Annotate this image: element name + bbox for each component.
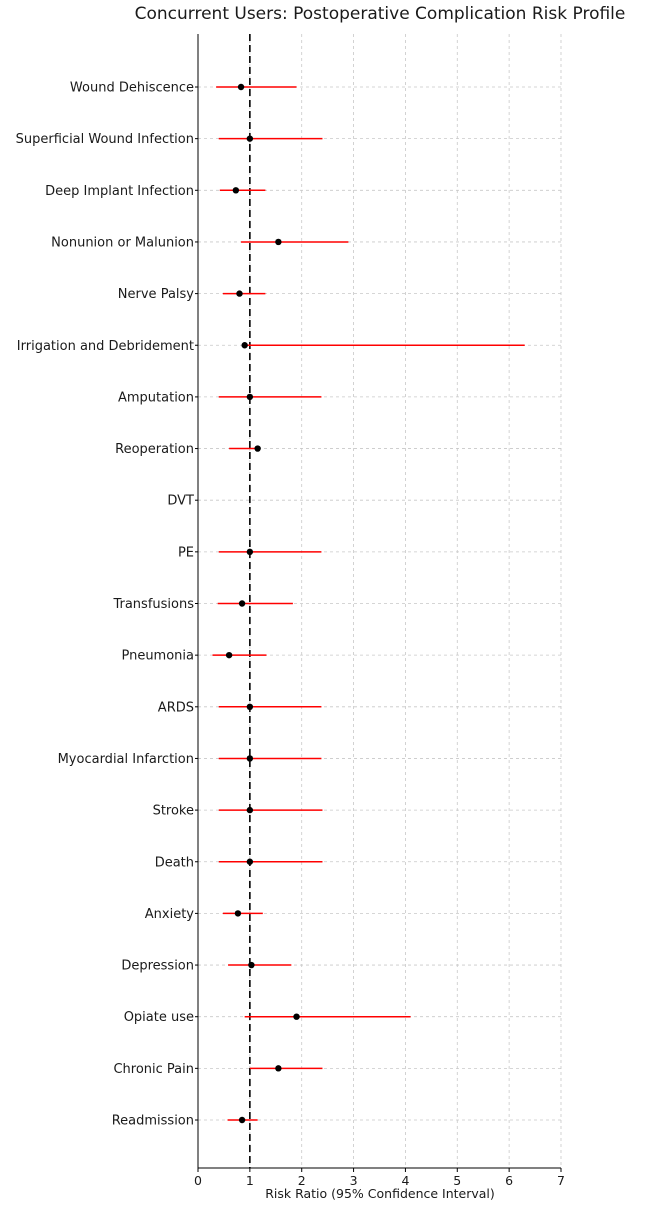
data-series xyxy=(212,83,525,1124)
x-tick-label: 3 xyxy=(350,1173,358,1188)
category-label: Transfusions xyxy=(112,597,194,612)
category-label: Nerve Palsy xyxy=(118,287,194,302)
point-estimate xyxy=(246,548,254,556)
category-label: Pneumonia xyxy=(121,649,194,664)
x-tick-label: 1 xyxy=(246,1173,254,1188)
category-label: Reoperation xyxy=(115,442,194,457)
category-label: ARDS xyxy=(158,700,194,715)
point-estimate xyxy=(241,342,248,349)
point-estimate xyxy=(246,703,254,710)
point-estimate xyxy=(248,961,255,969)
point-estimate xyxy=(293,1013,300,1020)
category-label: Anxiety xyxy=(145,907,195,922)
category-labels: Wound Dehiscence Superficial Wound Infect… xyxy=(16,81,195,1129)
point-estimate xyxy=(246,755,254,762)
point-estimate xyxy=(246,393,254,401)
category-label: Opiate use xyxy=(124,1010,194,1025)
category-label: Death xyxy=(155,855,194,870)
point-estimate xyxy=(238,1116,246,1124)
category-label: Myocardial Infarction xyxy=(58,752,194,767)
x-tick-label: 2 xyxy=(298,1173,306,1188)
category-label: Chronic Pain xyxy=(113,1062,194,1077)
x-tick-label: 4 xyxy=(401,1173,409,1188)
x-tick-label: 6 xyxy=(505,1173,513,1188)
category-label: Irrigation and Debridement xyxy=(17,339,194,354)
category-label: Readmission xyxy=(112,1114,194,1129)
point-estimate xyxy=(246,806,254,814)
point-estimate xyxy=(234,910,242,917)
point-estimate xyxy=(238,600,246,607)
category-label: DVT xyxy=(167,494,194,509)
point-estimate xyxy=(246,858,254,865)
category-label: Amputation xyxy=(118,390,194,405)
category-label: Superficial Wound Infection xyxy=(16,132,194,147)
point-estimate xyxy=(246,135,254,142)
point-estimate xyxy=(237,83,245,91)
x-tick-label: 5 xyxy=(453,1173,461,1188)
x-axis-title: Risk Ratio (95% Confidence Interval) xyxy=(265,1186,495,1201)
point-estimate xyxy=(225,651,233,659)
category-label: Nonunion or Malunion xyxy=(51,235,194,250)
point-estimate xyxy=(275,1065,282,1072)
chart-title: Concurrent Users: Postoperative Complica… xyxy=(135,4,626,24)
category-label: Stroke xyxy=(153,804,194,819)
point-estimate xyxy=(232,187,240,194)
x-tick-label: 0 xyxy=(194,1173,202,1188)
point-estimate xyxy=(236,290,243,297)
axes: 0 1 2 3 4 5 6 7 xyxy=(194,34,565,1188)
category-label: Wound Dehiscence xyxy=(70,81,194,96)
grid-lines xyxy=(198,34,562,1168)
category-label: Depression xyxy=(121,959,194,974)
category-label: Deep Implant Infection xyxy=(45,184,194,199)
category-label: PE xyxy=(178,545,194,560)
x-tick-label: 7 xyxy=(557,1173,565,1188)
point-estimate xyxy=(275,238,282,246)
point-estimate xyxy=(254,445,261,452)
